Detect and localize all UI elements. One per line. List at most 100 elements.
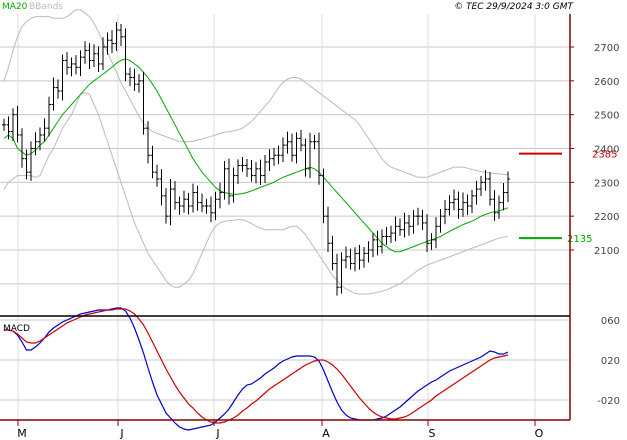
x-tick-label: S [429,427,436,440]
price-bar [240,156,245,172]
macd-tick-label: -020 [597,396,620,407]
price-bar [114,21,119,52]
price-bar [497,195,501,219]
price-bar [461,192,465,217]
price-bar [155,164,159,187]
price-bar [416,207,420,226]
signal-line [4,308,509,424]
price-bar [294,132,299,164]
price-bar [83,41,87,64]
price-bar [123,28,128,82]
price-bar [317,132,321,185]
price-bar [362,246,366,268]
price-bar [384,226,389,245]
support-label: 2135 [567,234,592,245]
price-bar [330,235,335,271]
price-bar [182,190,186,213]
price-bar [29,141,33,181]
copyright-label: © TEC 29/9/2024 3:0 GMT [454,2,574,12]
price-bar [326,206,330,253]
price-bar [501,183,506,211]
price-bar [119,23,123,46]
price-bar [186,192,191,215]
price-bar [33,132,38,156]
price-bar [20,128,24,168]
price-bar [443,199,447,225]
price-bar [312,134,317,150]
price-bar [254,162,258,184]
chart-frame [0,14,571,421]
macd-title: MACD [3,324,30,334]
ma20-line [3,58,509,253]
price-bar [344,246,348,269]
price-bar [101,37,105,71]
price-bar [303,138,308,177]
price-tick-label: 2100 [594,246,619,257]
price-bar [272,147,276,166]
price-bar [393,216,398,242]
price-bar [177,196,182,215]
price-bar [276,145,281,165]
price-bar [483,170,488,191]
price-bar [299,129,303,152]
macd-tick-label: 020 [601,356,620,367]
price-bar [366,241,371,263]
price-bar [60,54,65,101]
price-y-ticks: 2100 2200 2300 2400 2500 2600 2700 [570,43,619,257]
price-bar [375,230,380,256]
price-bar [447,195,452,216]
price-tick-label: 2300 [594,178,619,189]
price-bar [267,149,272,172]
ma20-polyline [3,58,509,253]
price-bar [492,190,497,221]
price-bar [173,180,177,210]
price-bar [164,188,168,224]
price-bar [452,189,456,211]
price-bar [308,132,312,179]
price-bar [285,131,290,154]
price-bar [290,133,294,162]
price-bar [6,116,11,140]
price-bar [146,121,150,164]
price-bar [263,154,267,184]
price-bar [132,68,137,91]
price-bar [195,185,200,211]
price-bar [456,191,461,219]
price-bar [38,127,42,151]
macd-tick-label: 060 [601,316,620,327]
price-bar [321,168,326,224]
x-tick-label: M [17,427,27,440]
macd-y-ticks: 060 020 -020 [597,316,620,407]
price-bar [110,30,114,54]
price-bar [213,191,218,221]
price-bar [204,198,209,214]
price-bar [470,189,474,214]
price-bar [429,233,434,250]
price-bar [51,77,56,111]
price-bar [47,96,51,137]
price-tick-label: 2600 [594,77,619,88]
bb-lower-line [3,92,509,295]
price-bar [227,158,231,205]
price-bar [231,167,236,203]
price-tick-label: 2700 [594,43,619,54]
price-bar [137,74,141,93]
x-tick-label: J [119,427,123,440]
price-bar [420,209,425,231]
price-bar [335,253,339,296]
price-bar [96,46,101,73]
price-bar [353,247,357,272]
price-bar [69,57,74,77]
price-bar [506,171,510,202]
price-tick-label: 2200 [594,212,619,223]
price-bar [200,193,204,213]
legend-bbands: BBands [29,2,63,12]
resistance-label: 2385 [592,150,617,161]
price-bar [56,79,60,99]
price-bar [236,159,240,185]
price-bar [159,169,164,206]
price-bar [398,218,402,236]
price-bar [249,160,254,182]
support-resistance-levels: 2385 2135 [519,150,617,245]
price-bar [168,178,173,226]
